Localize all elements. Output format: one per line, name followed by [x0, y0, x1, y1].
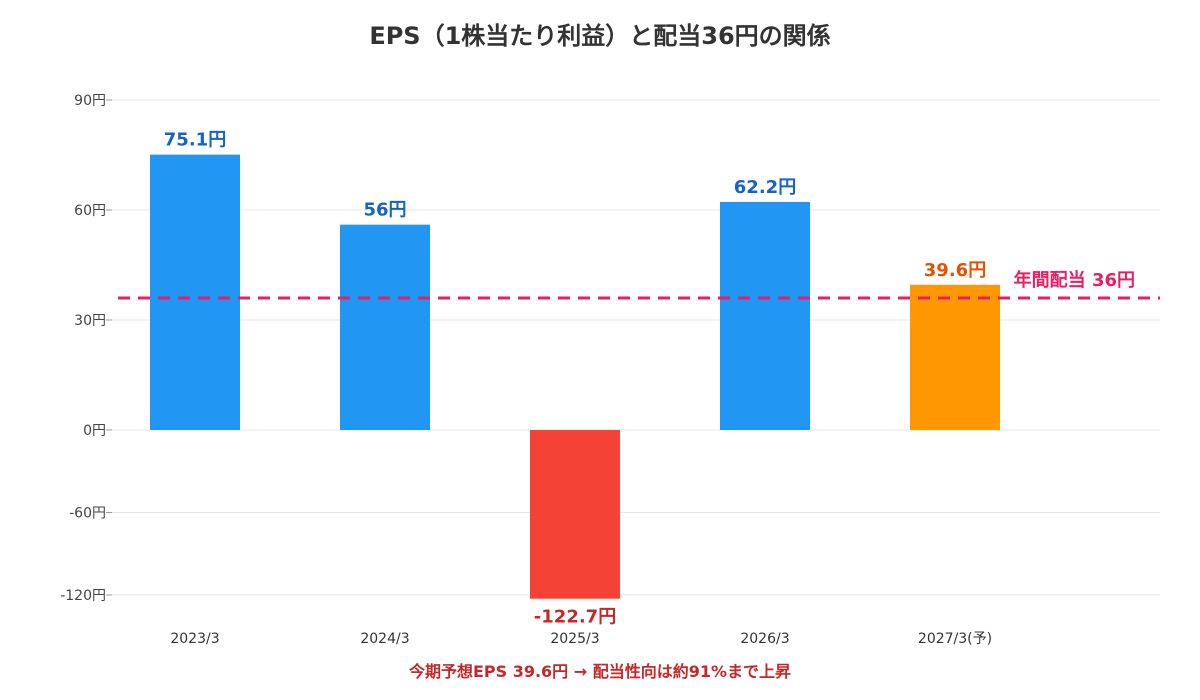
category-label-2026/3: 2026/3: [740, 631, 789, 647]
bar-2026/3: [720, 201, 810, 430]
bars: [150, 154, 1000, 599]
gridlines: [112, 99, 1160, 596]
footer-annotation: 今期予想EPS 39.6円 → 配当性向は約91%まで上昇: [408, 662, 791, 681]
x-axis-categories: 2023/3 2024/3 2025/3 2026/3 2027/3(予): [170, 631, 992, 647]
category-label-2023/3: 2023/3: [170, 631, 219, 647]
category-label-2025/3: 2025/3: [550, 631, 599, 647]
dividend-reference-line: 年間配当 36円: [118, 269, 1160, 300]
bar-2025/3: [530, 430, 620, 599]
chart-title: EPS（1株当たり利益）と配当36円の関係: [369, 22, 830, 50]
data-label-2025/3: -122.7円: [534, 607, 616, 628]
bar-2027/3(予): [910, 284, 1000, 430]
y-axis-ticks: 90円 60円 30円 0円 -60円 -120円: [60, 93, 112, 604]
y-tick-label: 90円: [74, 93, 106, 109]
y-tick-label: 0円: [83, 423, 106, 439]
dividend-line-label: 年間配当 36円: [1014, 269, 1135, 291]
data-label-2027/3(予): 39.6円: [924, 260, 986, 281]
bar-2023/3: [150, 154, 240, 430]
data-labels: 75.1円 56円 -122.7円 62.2円 39.6円: [164, 130, 986, 628]
data-label-2024/3: 56円: [363, 200, 406, 221]
y-tick-label: 30円: [74, 313, 106, 329]
bar-2024/3: [340, 224, 430, 430]
y-tick-label: -120円: [60, 588, 106, 604]
category-label-2027/3(予): 2027/3(予): [918, 631, 992, 647]
data-label-2023/3: 75.1円: [164, 130, 226, 151]
y-tick-label: 60円: [74, 203, 106, 219]
y-tick-label: -60円: [69, 506, 106, 522]
category-label-2024/3: 2024/3: [360, 631, 409, 647]
data-label-2026/3: 62.2円: [734, 177, 796, 198]
